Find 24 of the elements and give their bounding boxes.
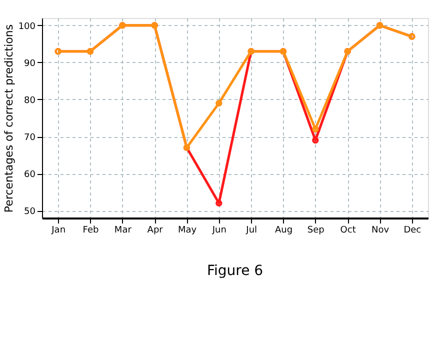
x-tick-label: Nov bbox=[371, 226, 390, 236]
y-tick-label: 90 bbox=[24, 58, 36, 69]
x-tick-label: Jan bbox=[50, 226, 66, 236]
y-tick-label: 80 bbox=[24, 96, 36, 106]
x-tick-label: Mar bbox=[114, 226, 132, 236]
x-tick-label: Feb bbox=[82, 226, 100, 236]
caption: Figure 6 bbox=[206, 263, 264, 279]
x-tick-label: Aug bbox=[274, 226, 293, 236]
x-tick-label: Oct bbox=[340, 226, 356, 236]
y-tick-label: 50 bbox=[24, 207, 36, 218]
x-tick-label: Sep bbox=[307, 226, 325, 236]
x-tick-label: Jun bbox=[211, 226, 226, 236]
y-tick-label: 100 bbox=[18, 22, 36, 32]
x-tick-label: Apr bbox=[147, 226, 164, 236]
point bbox=[312, 136, 319, 144]
y-tick-label: 60 bbox=[24, 170, 36, 180]
x-tick-label: May bbox=[178, 226, 198, 236]
point bbox=[216, 200, 222, 207]
y-axis-title: Percentages of correct predictions bbox=[2, 24, 16, 213]
x-tick-label: Jul bbox=[245, 226, 258, 236]
point bbox=[216, 100, 222, 107]
point bbox=[312, 126, 319, 132]
y-tick-label: 70 bbox=[24, 133, 36, 144]
x-tick-label: Dec bbox=[404, 226, 422, 236]
